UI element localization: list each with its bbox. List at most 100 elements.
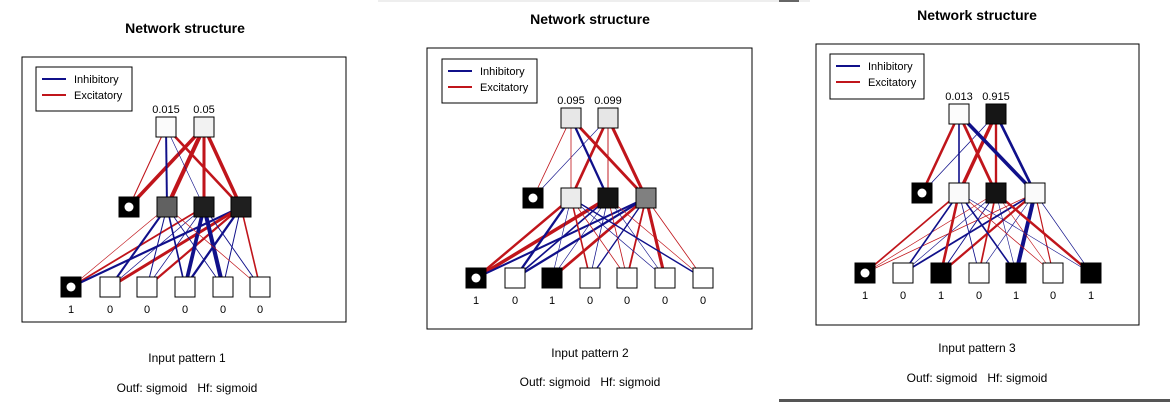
hidden-node-3 [1024, 182, 1046, 204]
edge-input-1-hidden-0 [109, 206, 168, 288]
input-pattern-caption: Input pattern 1 [148, 351, 226, 365]
input-node-1 [504, 267, 526, 289]
edge-hidden-2-output-0 [165, 126, 205, 208]
input-value-label: 1 [1013, 290, 1019, 302]
edge-hidden-1-output-0 [165, 126, 168, 208]
output-node-1 [155, 116, 177, 138]
input-value-label: 0 [107, 304, 113, 316]
legend-label-excitatory: Excitatory [74, 90, 123, 102]
output-value-label: 0.05 [193, 104, 214, 116]
legend-box [35, 66, 133, 112]
legend-box [829, 53, 925, 100]
edge-hidden-0-output-0 [532, 117, 572, 199]
output-node-2 [193, 116, 215, 138]
hidden-node-3 [635, 187, 657, 209]
input-node-5 [654, 267, 676, 289]
input-value-label: 0 [700, 295, 706, 307]
edge-input-6-hidden-2 [1034, 192, 1092, 274]
edge-input-4-hidden-0 [958, 192, 1017, 274]
input-node-1 [99, 276, 121, 298]
edge-hidden-2-output-0 [569, 117, 610, 199]
input-node-2 [930, 262, 952, 284]
edge-input-4-hidden-0 [570, 197, 628, 279]
input-value-label: 1 [1088, 290, 1094, 302]
edge-hidden-3-output-1 [994, 113, 1037, 194]
input-value-label: 1 [938, 290, 944, 302]
edge-input-6-hidden-1 [607, 197, 704, 279]
nodes: 1 0 1 0 1 0 1 0.013 0.915 [854, 91, 1102, 302]
input-node-2 [541, 267, 563, 289]
legend-label-inhibitory: Inhibitory [74, 74, 119, 86]
input-value-label: 0 [587, 295, 593, 307]
hidden-node-1 [948, 182, 970, 204]
edge-hidden-0-output-0 [920, 113, 961, 194]
legend: Inhibitory Excitatory [441, 58, 538, 104]
panel-title: Network structure [530, 11, 650, 27]
edge-input-3-hidden-0 [570, 197, 591, 279]
edge-input-0-hidden-2 [70, 206, 242, 288]
hidden-node-1 [560, 187, 582, 209]
edge-input-2-hidden-0 [939, 192, 961, 274]
edge-input-3-hidden-0 [958, 192, 980, 274]
nodes: 1 0 0 0 0 0 0.015 0.05 [60, 104, 271, 316]
edge-input-6-hidden-1 [995, 192, 1092, 274]
output-value-label: 0.015 [152, 104, 180, 116]
input-pattern-caption: Input pattern 3 [938, 341, 1016, 355]
input-node-4 [212, 276, 234, 298]
input-value-label: 0 [512, 295, 518, 307]
edge-input-5-hidden-2 [240, 206, 261, 288]
edge-hidden-0-output-1 [532, 117, 609, 199]
bias-marker [917, 188, 927, 198]
legend: Inhibitory Excitatory [35, 66, 133, 112]
connections [864, 112, 1092, 274]
edge-hidden-3-output-0 [957, 112, 1037, 195]
nodes: 1 0 1 0 0 0 0 0.095 0.099 [465, 95, 714, 307]
activation-functions-caption: Outf: sigmoid Hf: sigmoid [520, 375, 661, 389]
activation-functions-caption: Outf: sigmoid Hf: sigmoid [117, 381, 258, 395]
edge-hidden-2-output-0 [957, 113, 998, 194]
legend-label-inhibitory: Inhibitory [480, 66, 525, 78]
panel-title: Network structure [125, 20, 245, 36]
output-node-1 [560, 107, 582, 129]
plot-frame [426, 47, 753, 330]
input-value-label: 1 [549, 295, 555, 307]
input-node-6 [692, 267, 714, 289]
hidden-node-2 [985, 182, 1007, 204]
input-value-label: 0 [976, 290, 982, 302]
input-node-5 [1042, 262, 1064, 284]
hidden-node-3 [230, 196, 252, 218]
legend-box [441, 58, 538, 104]
network-panel-1: Network structure 1 0 0 0 0 0 0.015 0.05 Inhibito… [21, 20, 347, 395]
edge-input-2-hidden-1 [940, 192, 997, 274]
input-node-1 [892, 262, 914, 284]
input-value-label: 0 [1050, 290, 1056, 302]
hidden-node-1 [156, 196, 178, 218]
edge-input-0-hidden-0 [864, 192, 960, 274]
edge-hidden-3-output-0 [165, 126, 242, 208]
edge-hidden-3-output-0 [569, 117, 648, 199]
legend-label-inhibitory: Inhibitory [868, 61, 913, 73]
output-value-label: 0.013 [945, 91, 973, 103]
input-node-2 [136, 276, 158, 298]
connections [475, 117, 704, 280]
activation-functions-caption: Outf: sigmoid Hf: sigmoid [907, 371, 1048, 385]
output-value-label: 0.095 [557, 95, 585, 107]
bias-marker [124, 202, 134, 212]
edge-input-4-hidden-0 [166, 206, 224, 288]
input-value-label: 0 [900, 290, 906, 302]
edge-input-5-hidden-0 [958, 192, 1054, 274]
legend: Inhibitory Excitatory [829, 53, 925, 100]
edge-input-5-hidden-1 [203, 206, 261, 288]
edge-hidden-1-output-1 [165, 126, 206, 208]
input-node-6 [1080, 262, 1102, 284]
network-panel-3: Network structure 1 0 1 0 1 0 1 0.013 0.915 Inhibi… [815, 7, 1140, 385]
bias-marker [66, 282, 76, 292]
edge-input-0-hidden-0 [70, 206, 168, 288]
input-value-label: 1 [68, 304, 74, 316]
bias-marker [528, 193, 538, 203]
edge-input-1-hidden-0 [514, 197, 572, 279]
input-value-label: 0 [257, 304, 263, 316]
output-node-2 [597, 107, 619, 129]
edge-input-6-hidden-2 [645, 197, 704, 279]
